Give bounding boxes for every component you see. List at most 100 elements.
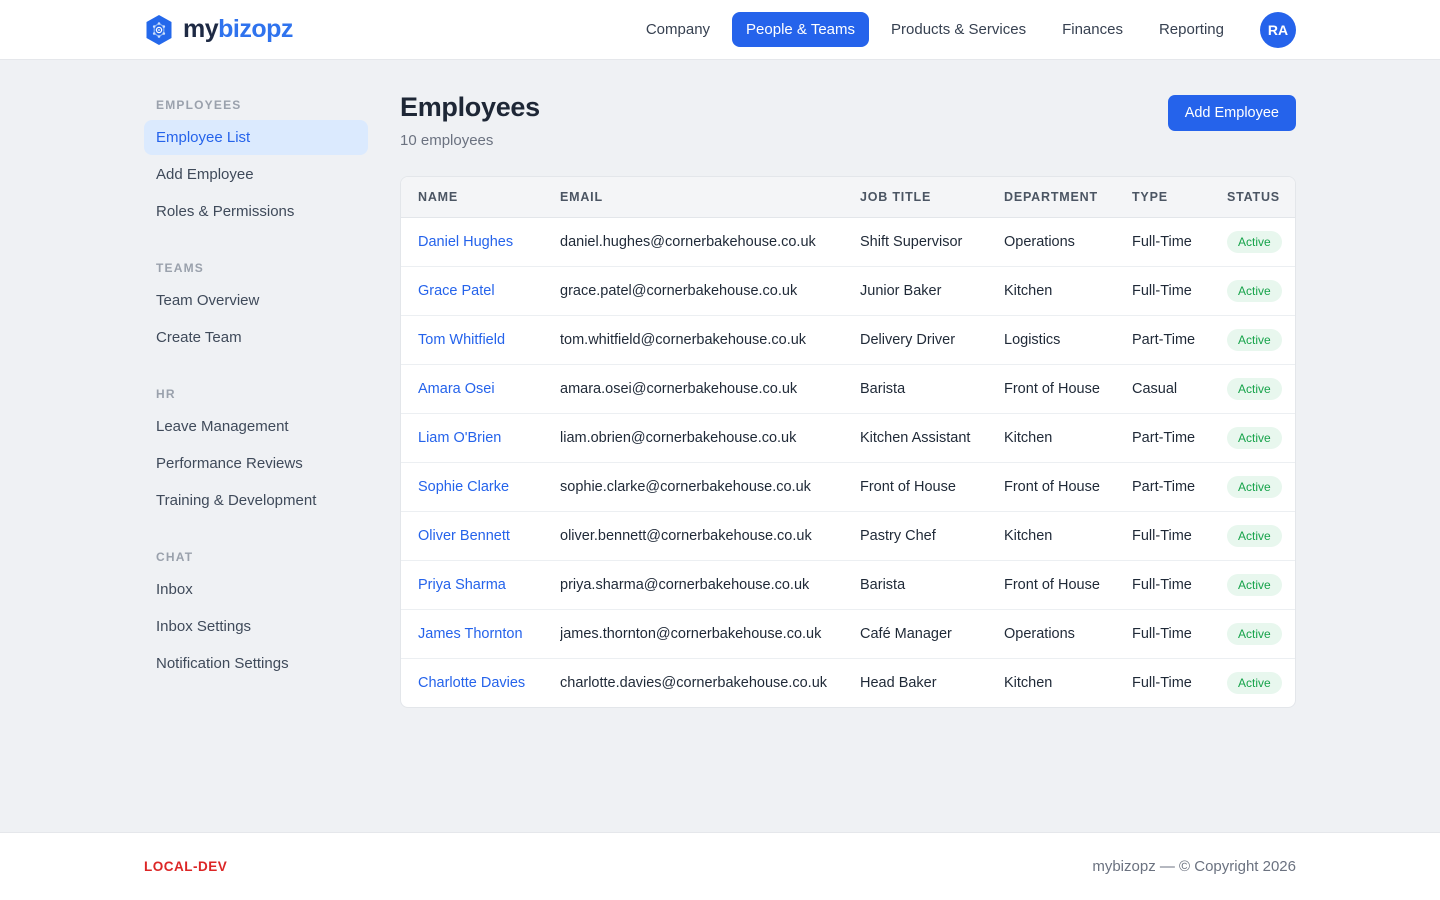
sidebar-item-leave-management[interactable]: Leave Management [156,418,289,435]
cell-email: priya.sharma@cornerbakehouse.co.uk [560,560,860,610]
column-header-email: EMAIL [560,177,860,218]
main-content: Employees 10 employees Add Employee NAME… [400,60,1296,708]
table-header-row: NAME EMAIL JOB TITLE DEPARTMENT TYPE STATUS [401,177,1295,218]
sidebar-item-team-overview[interactable]: Team Overview [156,292,260,309]
status-badge: Active [1227,525,1282,547]
cell-department: Front of House [1004,364,1132,414]
nav-item-products-services[interactable]: Products & Services [891,21,1027,38]
sidebar-item-employee-list[interactable]: Employee List [144,120,368,155]
cell-type: Part-Time [1132,413,1227,463]
top-navigation: Company People & Teams Products & Services… [632,11,1296,48]
cell-email: daniel.hughes@cornerbakehouse.co.uk [560,234,816,250]
cell-job-title: Barista [860,364,1004,414]
sidebar-section-title: CHAT [156,550,194,564]
status-badge: Active [1227,280,1282,302]
cell-email: liam.obrien@cornerbakehouse.co.uk [560,413,860,463]
column-header-job-title: JOB TITLE [860,177,1004,218]
cell-job-title: Café Manager [860,609,1004,659]
hexagon-network-icon [144,14,174,46]
cell-type: Full-Time [1132,609,1227,659]
employee-name-link[interactable]: Daniel Hughes [418,234,514,250]
sidebar-item-create-team[interactable]: Create Team [156,329,242,346]
cell-email: tom.whitfield@cornerbakehouse.co.uk [560,315,860,365]
table-row: Tom Whitfield tom.whitfield@cornerbakehou… [401,315,1295,365]
status-badge: Active [1227,231,1282,253]
cell-job-title: Kitchen Assistant [860,413,1004,463]
status-badge: Active [1227,476,1282,498]
table-row: Oliver Bennett oliver.bennett@cornerbakeh… [401,511,1295,561]
sidebar-item-performance-reviews[interactable]: Performance Reviews [156,455,303,472]
table-row: Priya Sharma priya.sharma@cornerbakehouse… [401,560,1295,610]
user-avatar[interactable]: RA [1260,11,1296,48]
sidebar-item-inbox-settings[interactable]: Inbox Settings [156,618,252,635]
cell-department: Kitchen [1004,658,1132,707]
employee-count: 10 employees [400,132,494,149]
nav-item-finances[interactable]: Finances [1062,21,1123,38]
table-row: Charlotte Davies charlotte.davies@cornerb… [401,658,1295,707]
nav-item-company[interactable]: Company [645,21,711,38]
sidebar-section-title: HR [156,387,176,401]
table-row: Liam O'Brien liam.obrien@cornerbakehouse.… [401,413,1295,463]
cell-type: Full-Time [1132,658,1227,707]
sidebar-item-roles-permissions[interactable]: Roles & Permissions [156,203,295,220]
sidebar-section-hr: HR Leave Management Performance Reviews Tra… [144,381,368,518]
sidebar-item-notification-settings[interactable]: Notification Settings [156,655,289,672]
cell-job-title: Delivery Driver [860,315,1004,365]
cell-department: Kitchen [1004,511,1132,561]
cell-department: Operations [1004,609,1132,659]
employee-name-link[interactable]: Grace Patel [418,283,495,299]
sidebar: EMPLOYEES Employee List Add Employee Roles … [144,60,368,707]
cell-type: Casual [1132,364,1227,414]
employee-name-link[interactable]: Amara Osei [418,381,495,397]
brand-logo[interactable]: mybizopz [144,14,293,46]
status-badge: Active [1227,329,1282,351]
table-row: Grace Patel grace.patel@cornerbakehouse.c… [401,266,1295,316]
sidebar-section-chat: CHAT Inbox Inbox Settings Notification Sett… [144,544,368,681]
cell-department: Kitchen [1004,413,1132,463]
table-row: James Thornton james.thornton@cornerbakeh… [401,609,1295,659]
cell-job-title: Shift Supervisor [860,234,963,250]
cell-department: Logistics [1004,315,1132,365]
sidebar-item-inbox[interactable]: Inbox [156,581,193,598]
employee-name-link[interactable]: Sophie Clarke [418,479,510,495]
page-body: EMPLOYEES Employee List Add Employee Roles … [0,60,1440,832]
status-badge: Active [1227,427,1282,449]
status-badge: Active [1227,378,1282,400]
employee-name-link[interactable]: Tom Whitfield [418,332,506,348]
nav-item-people-teams[interactable]: People & Teams [732,12,870,47]
cell-email: oliver.bennett@cornerbakehouse.co.uk [560,511,860,561]
nav-item-reporting[interactable]: Reporting [1158,21,1224,38]
cell-job-title: Junior Baker [860,266,1004,316]
status-badge: Active [1227,574,1282,596]
top-header: mybizopz Company People & Teams Products &… [0,0,1440,60]
employee-name-link[interactable]: James Thornton [418,626,523,642]
sidebar-section-title: EMPLOYEES [156,98,242,112]
employee-name-link[interactable]: Charlotte Davies [418,675,526,691]
employee-name-link[interactable]: Priya Sharma [418,577,506,593]
column-header-department: DEPARTMENT [1004,177,1132,218]
copyright-text: mybizopz — © Copyright 2026 [1092,858,1296,875]
column-header-name: NAME [401,177,560,218]
column-header-type: TYPE [1132,177,1227,218]
sidebar-section-employees: EMPLOYEES Employee List Add Employee Roles … [144,92,368,229]
cell-email: charlotte.davies@cornerbakehouse.co.uk [560,658,860,707]
cell-type: Full-Time [1132,234,1192,250]
cell-department: Operations [1004,234,1075,250]
employee-name-link[interactable]: Liam O'Brien [418,430,502,446]
cell-type: Part-Time [1132,315,1227,365]
table-row: Sophie Clarke sophie.clarke@cornerbakehou… [401,462,1295,512]
sidebar-item-add-employee[interactable]: Add Employee [156,166,254,183]
cell-job-title: Head Baker [860,658,1004,707]
sidebar-section-title: TEAMS [156,261,204,275]
cell-email: grace.patel@cornerbakehouse.co.uk [560,266,860,316]
add-employee-button[interactable]: Add Employee [1167,95,1296,131]
sidebar-item-training-development[interactable]: Training & Development [156,492,317,509]
employee-name-link[interactable]: Oliver Bennett [418,528,510,544]
page-footer: LOCAL-DEV mybizopz — © Copyright 2026 [0,832,1440,900]
status-badge: Active [1227,623,1282,645]
table-row: Amara Osei amara.osei@cornerbakehouse.co.… [401,364,1295,414]
environment-badge: LOCAL-DEV [144,859,228,874]
sidebar-section-teams: TEAMS Team Overview Create Team [144,255,368,355]
cell-job-title: Barista [860,560,1004,610]
column-header-status: STATUS [1227,177,1295,218]
